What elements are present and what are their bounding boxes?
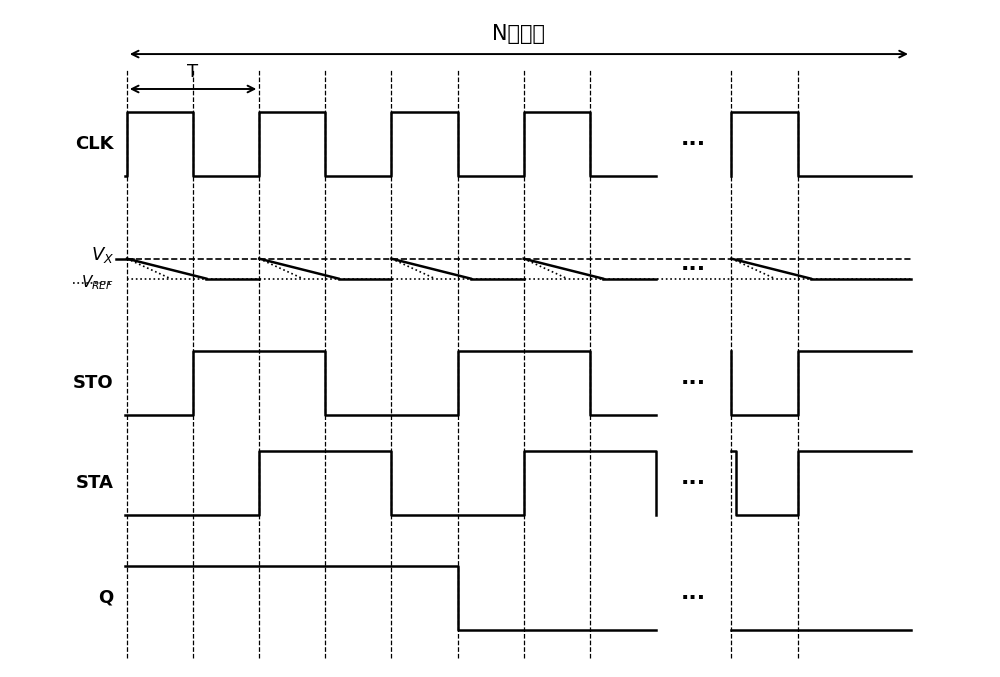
Text: ···: ··· (681, 134, 706, 154)
Text: T: T (187, 63, 199, 81)
Text: $V_X$: $V_X$ (91, 244, 114, 265)
Text: $V_{REF}$: $V_{REF}$ (81, 274, 114, 292)
Text: CLK: CLK (75, 135, 114, 153)
Text: STA: STA (76, 474, 114, 492)
Text: ···: ··· (681, 588, 706, 608)
Text: N个周期: N个周期 (492, 24, 545, 44)
Text: ···: ··· (681, 259, 706, 279)
Text: ···: ··· (681, 374, 706, 393)
Text: STO: STO (73, 374, 114, 393)
Text: ···: ··· (681, 473, 706, 494)
Text: Q: Q (98, 589, 114, 607)
